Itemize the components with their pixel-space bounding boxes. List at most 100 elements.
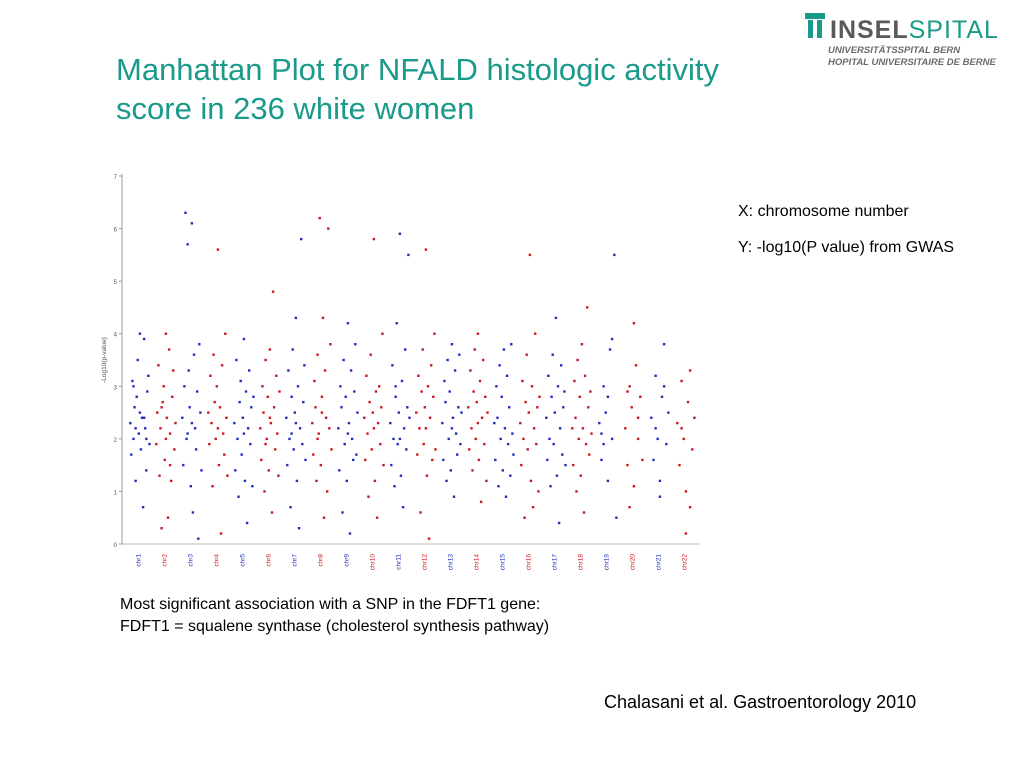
data-point-chr9 bbox=[347, 421, 351, 425]
data-point-chr12 bbox=[417, 374, 420, 377]
data-point-chr10 bbox=[372, 427, 376, 430]
data-point-chr13 bbox=[445, 479, 448, 483]
data-point-chr3 bbox=[200, 469, 203, 472]
data-point-chr14 bbox=[475, 400, 478, 404]
data-point-chr8 bbox=[320, 395, 324, 398]
data-point-chr11 bbox=[392, 437, 395, 441]
data-point-chr18 bbox=[572, 463, 575, 467]
data-point-chr22 bbox=[688, 506, 692, 509]
logo-subtitle-2: HOPITAL UNIVERSITAIRE DE BERNE bbox=[828, 57, 996, 68]
data-point-chr12 bbox=[434, 448, 437, 451]
data-point-chr16 bbox=[530, 385, 534, 388]
data-point-chr5 bbox=[242, 337, 246, 341]
inselspital-logo: INSELSPITAL UNIVERSITÄTSSPITAL BERN HOPI… bbox=[804, 10, 1014, 70]
data-point-chr4 bbox=[210, 421, 213, 425]
data-point-chr7 bbox=[297, 527, 301, 530]
data-point-chr15 bbox=[510, 343, 513, 346]
data-point-chr15 bbox=[505, 374, 509, 377]
data-point-chr15 bbox=[504, 495, 508, 498]
data-point-chr5 bbox=[234, 469, 237, 472]
data-point-chr13 bbox=[454, 432, 458, 435]
data-point-chr16 bbox=[522, 437, 525, 441]
data-point-chr7 bbox=[295, 479, 299, 483]
data-point-chr6 bbox=[259, 427, 262, 430]
data-point-chr13 bbox=[446, 358, 449, 362]
data-point-chr17 bbox=[555, 474, 559, 477]
data-point-chr5 bbox=[250, 406, 253, 409]
data-point-chr6 bbox=[269, 421, 273, 425]
data-point-chr13 bbox=[449, 469, 452, 472]
data-point-chr3 bbox=[182, 463, 185, 467]
data-point-chr4 bbox=[226, 474, 229, 477]
data-point-chr7 bbox=[290, 432, 293, 435]
data-point-chr8 bbox=[329, 343, 332, 346]
logo-wordmark: INSELSPITAL bbox=[830, 16, 999, 44]
inselspital-logo-icon bbox=[805, 13, 825, 38]
manhattan-plot-svg: 0 1 2 3 4 5 6 7 -Log10(p-value) chr1 chr2 chr3 chr4 c… bbox=[101, 174, 700, 571]
data-point-chr19 bbox=[610, 337, 614, 341]
data-point-chr4 bbox=[213, 400, 216, 404]
data-point-chr8 bbox=[316, 437, 319, 441]
data-point-chr9 bbox=[340, 406, 343, 409]
data-point-chr3 bbox=[190, 222, 194, 225]
data-point-chr2 bbox=[171, 395, 174, 398]
data-point-chr1 bbox=[132, 437, 135, 441]
data-point-chr18 bbox=[589, 390, 592, 393]
data-point-chr20 bbox=[624, 427, 627, 430]
data-point-chr3 bbox=[184, 211, 187, 214]
data-point-chr10 bbox=[376, 421, 380, 425]
data-point-chr9 bbox=[356, 411, 359, 414]
data-point-chr12 bbox=[424, 427, 428, 430]
data-point-chr15 bbox=[506, 442, 510, 446]
data-point-chr16 bbox=[529, 479, 533, 483]
data-point-chr11 bbox=[406, 406, 409, 409]
data-point-chr9 bbox=[341, 511, 344, 514]
data-point-chr17 bbox=[545, 416, 548, 419]
data-point-chr21 bbox=[654, 374, 657, 377]
y-tick-label: 6 bbox=[114, 228, 118, 234]
data-point-chr12 bbox=[420, 390, 423, 393]
data-point-chr19 bbox=[615, 516, 618, 519]
y-tick-label: 1 bbox=[114, 490, 118, 496]
data-point-chr8 bbox=[313, 379, 316, 383]
data-point-chr17 bbox=[561, 453, 564, 456]
data-point-chr10 bbox=[363, 416, 366, 419]
data-point-chr11 bbox=[398, 437, 402, 441]
data-point-chr8 bbox=[316, 353, 319, 356]
x-tick-label-chr18: chr18 bbox=[578, 554, 585, 571]
data-point-chr21 bbox=[650, 416, 653, 419]
data-point-chr10 bbox=[368, 400, 371, 404]
data-point-chr15 bbox=[493, 421, 496, 425]
data-point-chr15 bbox=[498, 364, 501, 367]
x-tick-label-chr11: chr11 bbox=[396, 554, 403, 570]
data-point-chr2 bbox=[173, 448, 176, 451]
data-point-chr12 bbox=[427, 537, 431, 540]
data-point-chr9 bbox=[346, 432, 350, 435]
data-point-chr10 bbox=[366, 432, 369, 435]
data-point-chr3 bbox=[181, 416, 184, 419]
data-point-chr1 bbox=[148, 442, 151, 446]
data-point-chr1 bbox=[145, 437, 148, 441]
data-point-chr3 bbox=[196, 390, 199, 393]
data-point-chr20 bbox=[628, 506, 631, 509]
data-point-chr4 bbox=[208, 442, 211, 446]
data-point-chr8 bbox=[320, 411, 324, 414]
data-point-chr12 bbox=[423, 406, 426, 409]
data-point-chr18 bbox=[577, 437, 580, 441]
data-point-chr3 bbox=[191, 511, 195, 514]
data-point-chr4 bbox=[214, 437, 217, 441]
data-point-chr6 bbox=[260, 458, 263, 462]
data-point-chr16 bbox=[538, 395, 541, 398]
data-point-chr14 bbox=[474, 437, 477, 441]
manhattan-plot: 0 1 2 3 4 5 6 7 -Log10(p-value) chr1 chr2 chr3 chr4 c… bbox=[100, 168, 720, 580]
data-point-chr18 bbox=[584, 442, 588, 446]
data-point-chr2 bbox=[174, 421, 177, 425]
data-point-chr18 bbox=[581, 427, 585, 430]
data-point-chr18 bbox=[573, 379, 576, 383]
data-point-chr9 bbox=[349, 369, 353, 372]
data-point-chr2 bbox=[172, 369, 175, 372]
data-point-chr7 bbox=[288, 437, 291, 441]
data-point-chr8 bbox=[327, 227, 330, 230]
data-point-chr21 bbox=[662, 385, 666, 388]
data-point-chr14 bbox=[470, 427, 473, 430]
